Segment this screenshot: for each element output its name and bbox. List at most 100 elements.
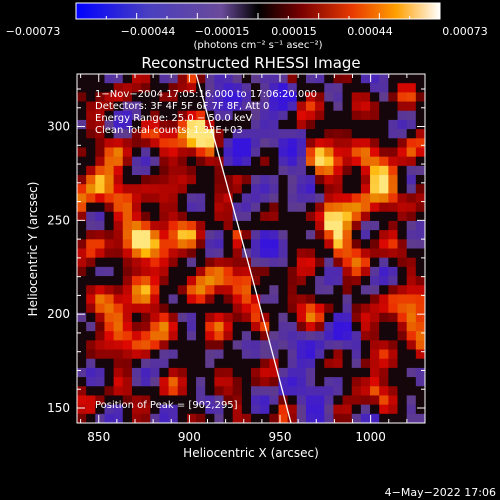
heatmap-cell — [168, 257, 179, 268]
heatmap-cell — [370, 413, 380, 423]
heatmap-cell — [379, 193, 389, 204]
heatmap-cell — [379, 386, 389, 397]
heatmap-cell — [196, 147, 206, 158]
heatmap-cell — [150, 165, 161, 176]
heatmap-cell — [159, 321, 170, 332]
heatmap-cell — [131, 211, 142, 222]
heatmap-cell — [351, 377, 362, 387]
heatmap-cell — [223, 239, 234, 250]
heatmap-cell — [287, 220, 298, 231]
heatmap-cell — [315, 147, 325, 158]
heatmap-cell — [379, 340, 389, 351]
heatmap-cell — [305, 321, 316, 332]
heatmap-cell — [296, 367, 307, 378]
heatmap-cell — [168, 193, 179, 204]
heatmap-cell — [141, 211, 151, 222]
heatmap-cell — [370, 119, 380, 130]
heatmap-cell — [131, 340, 142, 351]
y-tick-label: 250 — [47, 213, 70, 227]
heatmap-cell — [305, 138, 316, 149]
heatmap-cell — [214, 74, 225, 84]
heatmap-cell — [86, 175, 96, 185]
heatmap-cell — [315, 266, 325, 277]
heatmap-cell — [415, 74, 425, 84]
heatmap-cell — [251, 92, 261, 103]
footer-timestamp: 4−May−2022 17:06 — [385, 486, 496, 499]
heatmap-cell — [150, 276, 161, 286]
heatmap-cell — [150, 220, 161, 231]
heatmap-cell — [131, 367, 142, 378]
heatmap-cell — [141, 83, 151, 93]
heatmap-cell — [324, 367, 335, 378]
heatmap-cell — [159, 276, 170, 286]
heatmap-cell — [131, 220, 142, 231]
heatmap-cell — [415, 349, 425, 360]
heatmap-cell — [370, 276, 380, 286]
heatmap-cell — [415, 202, 425, 213]
heatmap-cell — [122, 101, 133, 112]
heatmap-cell — [351, 276, 362, 286]
heatmap-cell — [388, 257, 399, 268]
heatmap-cell — [186, 303, 197, 314]
heatmap-cell — [351, 230, 362, 240]
heatmap-cell — [186, 165, 197, 176]
heatmap-cell — [342, 413, 353, 423]
heatmap-cell — [196, 349, 206, 360]
heatmap-cell — [131, 119, 142, 130]
heatmap-cell — [370, 285, 380, 296]
heatmap-cell — [168, 367, 179, 378]
heatmap-cell — [251, 377, 261, 387]
heatmap-cell — [223, 129, 234, 139]
heatmap-cell — [351, 101, 362, 112]
heatmap-cell — [223, 230, 234, 240]
heatmap-cell — [415, 220, 425, 231]
heatmap-cell — [370, 184, 380, 194]
heatmap-cell — [104, 230, 115, 240]
heatmap-cell — [296, 294, 307, 305]
heatmap-cell — [241, 92, 252, 103]
heatmap-cell — [122, 239, 133, 250]
heatmap-cell — [131, 101, 142, 112]
heatmap-cell — [131, 331, 142, 341]
heatmap-cell — [287, 404, 298, 415]
heatmap-cell — [95, 175, 106, 185]
heatmap-cell — [77, 331, 87, 341]
heatmap-cell — [214, 83, 225, 93]
heatmap-cell — [260, 285, 270, 296]
heatmap-cell — [269, 101, 280, 112]
heatmap-cell — [370, 377, 380, 387]
heatmap-cell — [232, 230, 243, 240]
heatmap-cell — [77, 92, 87, 103]
heatmap-cell — [287, 312, 298, 323]
heatmap-cell — [415, 138, 425, 149]
heatmap-cell — [315, 74, 325, 84]
heatmap-cell — [287, 101, 298, 112]
heatmap-cell — [388, 147, 399, 158]
heatmap-cell — [296, 129, 307, 139]
heatmap-cell — [397, 202, 408, 213]
heatmap-cell — [150, 110, 161, 121]
heatmap-cell — [131, 92, 142, 103]
heatmap-cell — [278, 303, 289, 314]
heatmap-cell — [324, 165, 335, 176]
heatmap-cell — [196, 83, 206, 93]
heatmap-cell — [141, 156, 151, 167]
heatmap-cell — [232, 138, 243, 149]
heatmap-cell — [196, 413, 206, 423]
heatmap-cell — [150, 266, 161, 277]
heatmap-cell — [159, 239, 170, 250]
heatmap-cell — [186, 184, 197, 194]
heatmap-cell — [113, 202, 124, 213]
heatmap-cell — [186, 294, 197, 305]
heatmap-cell — [150, 175, 161, 185]
heatmap-cell — [342, 193, 353, 204]
heatmap-cell — [415, 239, 425, 250]
heatmap-cell — [333, 175, 344, 185]
heatmap-cell — [360, 395, 371, 406]
heatmap-cell — [141, 377, 151, 387]
heatmap-cell — [131, 230, 142, 240]
heatmap-cell — [241, 404, 252, 415]
heatmap-cell — [205, 211, 215, 222]
heatmap-cell — [360, 138, 371, 149]
heatmap-cell — [104, 83, 115, 93]
